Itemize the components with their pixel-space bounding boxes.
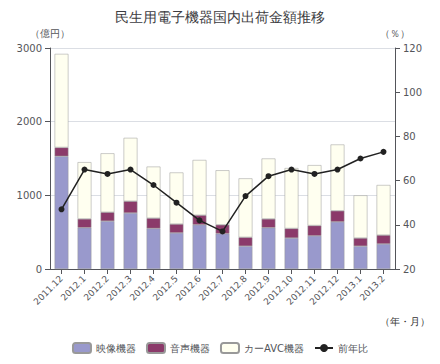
svg-text:（億円）: （億円） xyxy=(30,28,70,39)
svg-text:2012.12: 2012.12 xyxy=(308,273,341,306)
svg-text:2013.1: 2013.1 xyxy=(334,273,364,303)
svg-text:（％）: （％） xyxy=(380,28,410,39)
svg-text:2012.1: 2012.1 xyxy=(58,273,88,303)
svg-text:2012.4: 2012.4 xyxy=(127,273,157,303)
svg-text:2012.9: 2012.9 xyxy=(242,273,272,303)
svg-text:20: 20 xyxy=(403,264,416,275)
svg-text:1000: 1000 xyxy=(17,190,42,201)
svg-text:2012.7: 2012.7 xyxy=(196,273,226,303)
svg-text:映像機器: 映像機器 xyxy=(96,343,136,354)
svg-text:前年比: 前年比 xyxy=(338,343,368,354)
svg-text:100: 100 xyxy=(403,87,422,98)
svg-text:40: 40 xyxy=(403,219,416,230)
svg-text:2012.6: 2012.6 xyxy=(173,273,203,303)
svg-text:2013.2: 2013.2 xyxy=(358,273,387,302)
svg-text:2012.10: 2012.10 xyxy=(261,273,295,307)
svg-text:2012.2: 2012.2 xyxy=(81,273,111,303)
svg-text:2012.11: 2012.11 xyxy=(284,273,318,307)
svg-text:0: 0 xyxy=(36,264,42,275)
svg-text:80: 80 xyxy=(403,131,416,142)
svg-text:120: 120 xyxy=(403,43,422,54)
svg-text:2011.12: 2011.12 xyxy=(32,273,65,306)
svg-text:60: 60 xyxy=(403,175,416,186)
svg-text:2012.5: 2012.5 xyxy=(150,273,180,303)
svg-text:2012.3: 2012.3 xyxy=(104,273,134,303)
svg-text:2000: 2000 xyxy=(17,116,42,127)
svg-text:3000: 3000 xyxy=(17,43,42,54)
svg-text:2012.8: 2012.8 xyxy=(219,273,249,303)
svg-text:（年・月）: （年・月） xyxy=(380,316,430,327)
svg-text:カーAVC機器: カーAVC機器 xyxy=(244,343,304,354)
svg-text:音声機器: 音声機器 xyxy=(170,343,210,354)
svg-text:民生用電子機器国内出荷金額推移: 民生用電子機器国内出荷金額推移 xyxy=(115,9,325,25)
